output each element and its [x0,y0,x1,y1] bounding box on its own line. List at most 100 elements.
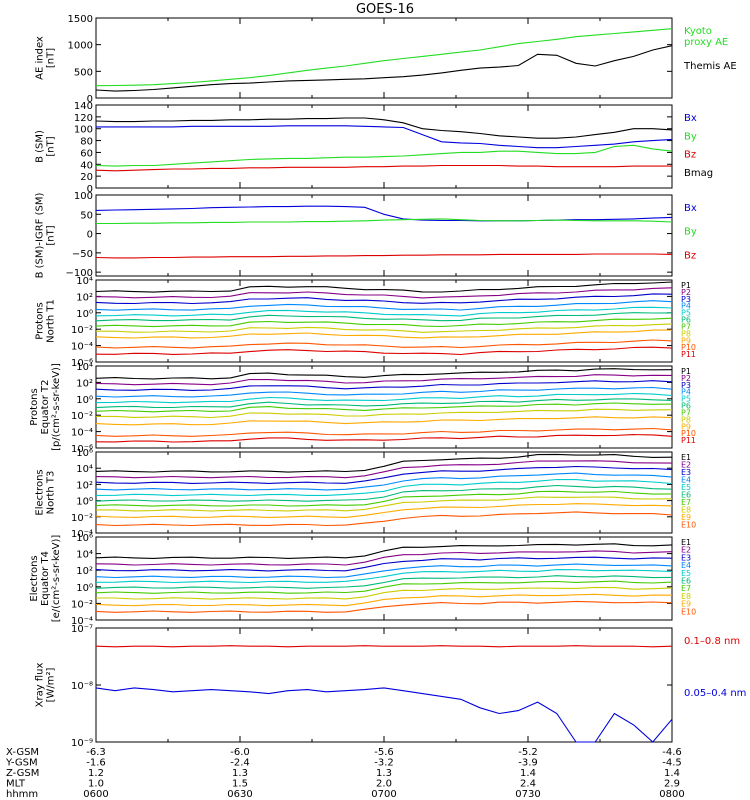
channel-line-p11 [95,434,673,443]
channel-label: E5 [681,569,691,578]
panel-bigrf: −100 −50 0 50 100 B (SM)-IGRF (SM)[nT] Bx By Bz [35,191,697,279]
panel-ee: 10⁻⁴ 10⁻² 10⁰ 10² 10⁴ 10⁶ ElectronsEquator T4[… [29,533,696,627]
channel-line-p9 [95,329,672,339]
y-axis-label: ElectronsNorth T3 [35,469,57,515]
channel-label: P4 [681,302,691,311]
channel-label: E3 [681,553,691,562]
y-tick-label: 10⁻⁸ [71,681,93,692]
channel-line-p7 [95,317,673,328]
y-tick-label: 10⁻⁴ [71,428,93,439]
y-tick-label: 140 [74,101,93,112]
channel-label: E2 [681,546,691,555]
ephemeris-value: -3.9 [518,758,538,769]
y-tick-label: 10² [76,480,93,491]
series-line-by [95,144,673,167]
y-tick-label: 10⁻⁶ [71,358,93,369]
channel-line-p7 [95,402,673,413]
y-axis-label: B (SM)-IGRF (SM)[nT] [35,193,57,279]
ephemeris-value: 1.3 [232,768,248,779]
ephemeris-value: 0730 [515,789,540,800]
plot-title: GOES-16 [356,2,414,17]
channel-label: P7 [681,322,691,331]
ephemeris-value: -6.3 [86,747,106,758]
channel-line-e8 [96,496,673,512]
panel-frame [95,104,673,189]
channel-label: P2 [681,288,691,297]
channel-label: P9 [681,336,691,345]
legend-label: Bx [684,113,697,124]
channel-line-p4 [95,386,673,398]
y-tick-label: 10⁰ [76,395,93,406]
legend-label: 0.1–0.8 nm [684,636,740,647]
y-tick-label: 10⁶ [76,533,93,544]
y-axis-label: ElectronsEquator T4[e/(cm²-s-sr-keV)] [29,535,62,623]
channel-line-p2 [95,374,673,386]
channel-label: P6 [681,402,691,411]
channel-label: P3 [681,295,691,304]
y-tick-label: 10⁴ [76,362,93,373]
ephemeris-value: 1.2 [88,768,104,779]
channel-line-p8 [96,408,673,419]
series-line-kyoto-proxy-ae [95,28,673,87]
channel-label: P11 [681,350,696,359]
channel-label: P1 [681,281,691,290]
channel-label: P4 [681,388,691,397]
channel-line-e5 [95,569,673,584]
channel-line-p3 [95,293,673,305]
y-tick-label: 0 [87,184,93,195]
y-tick-label: 10⁻⁷ [71,624,93,635]
y-tick-label: 500 [74,67,93,78]
y-tick-label: −100 [66,268,93,279]
channel-label: E1 [681,538,691,547]
y-tick-label: 10² [76,378,93,389]
legend-label: Bz [684,250,696,261]
ephemeris-value: 1.4 [664,768,680,779]
y-tick-label: 10⁰ [76,497,93,508]
channel-line-e9 [95,503,673,518]
ephemeris-value: 0630 [227,789,252,800]
ephemeris-row-label: X-GSM [6,747,39,758]
channel-label: E7 [681,584,691,593]
series-line-bx [96,125,673,149]
y-tick-label: 10² [76,292,93,303]
channel-label: P5 [681,309,691,318]
panel-frame [95,627,673,743]
y-tick-label: −50 [72,249,93,260]
channel-line-p3 [95,380,673,391]
y-tick-label: 1500 [68,14,93,25]
channel-label: P8 [681,329,691,338]
channel-label: P3 [681,381,691,390]
ephemeris-value: 0800 [659,789,684,800]
channel-label: E7 [681,498,691,507]
ephemeris-value: -4.6 [662,747,682,758]
channel-label: P9 [681,422,691,431]
panel-pn: 10⁻⁶ 10⁻⁴ 10⁻² 10⁰ 10² 10⁴ ProtonsNorth T1 P1P2… [35,276,697,369]
channel-line-p10 [95,339,673,349]
channel-label: E4 [681,476,691,485]
legend-label: Themis AE [683,61,737,72]
panel-frame [95,17,673,99]
channel-line-p10 [95,427,673,437]
panel-pe: 10⁻⁶ 10⁻⁴ 10⁻² 10⁰ 10² 10⁴ ProtonsEquator T2[p… [29,362,696,455]
channel-label: P8 [681,415,691,424]
channel-label: E10 [681,607,696,616]
legend-label: Bx [684,203,697,214]
bottom-axis-table: X-GSM -6.3 -6.0 -5.6 -5.2 -4.6 Y-GSM -1.6 -2.4 -3… [5,747,685,800]
panel-ae: 0 500 1000 1500 AE index[nT] Kyoto proxy AE The… [35,14,737,105]
series-line-by [96,218,673,225]
channel-label: E6 [681,491,691,500]
channel-line-e10 [95,600,673,613]
y-tick-label: 10² [76,566,93,577]
channel-label: E4 [681,561,691,570]
channel-label: P7 [681,408,691,417]
channel-label: P10 [681,343,696,352]
ephemeris-value: 2.9 [664,779,680,790]
y-tick-label: 50 [80,210,93,221]
legend-label: Kyoto proxy AE [684,26,728,48]
ephemeris-value: 0600 [83,789,108,800]
channel-label: P11 [681,436,696,445]
y-tick-label: 40 [80,160,93,171]
